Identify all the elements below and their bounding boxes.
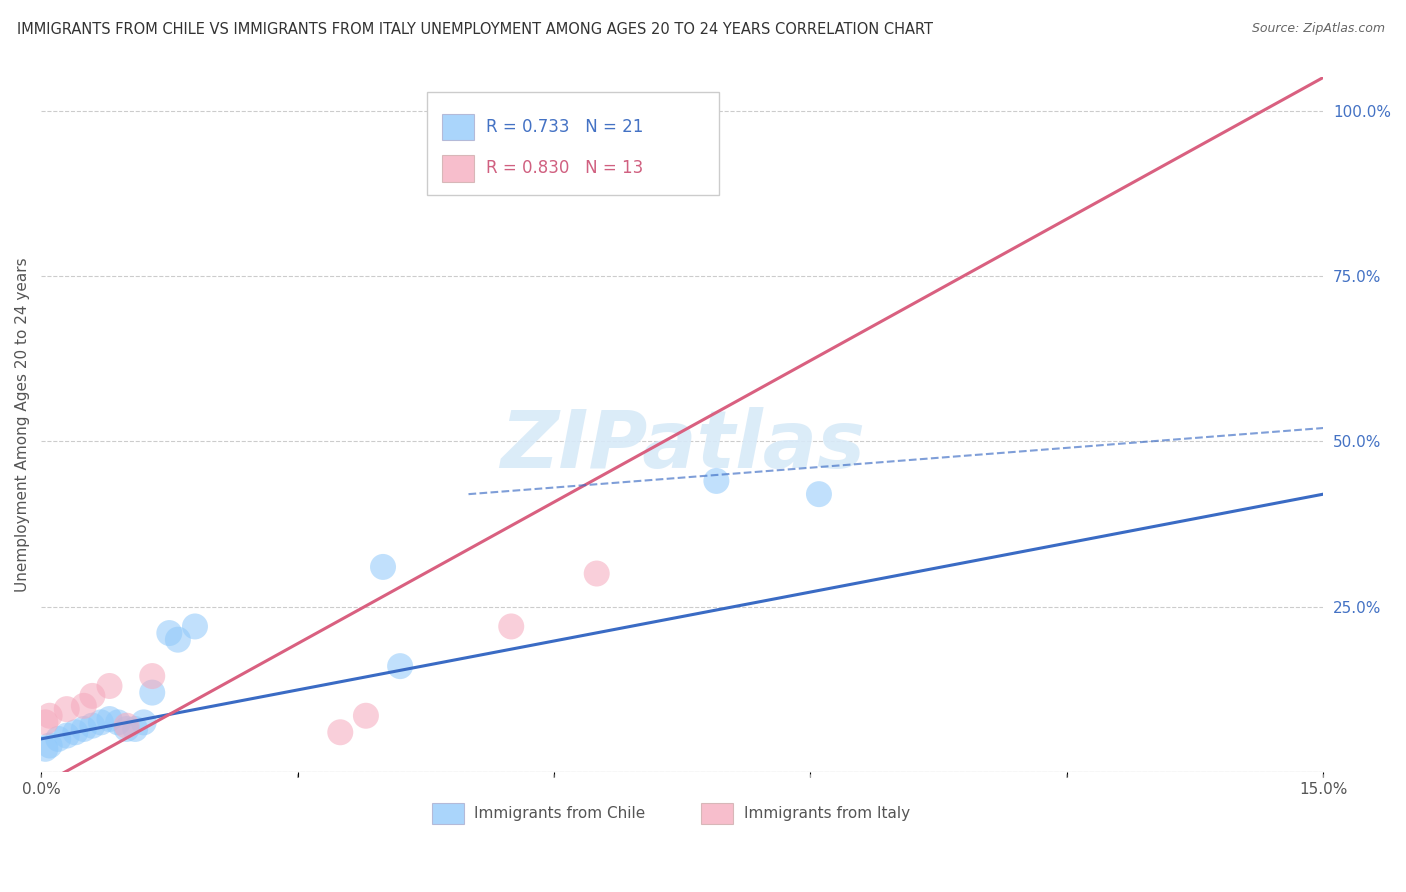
Point (184, 619, 207, 633)
FancyBboxPatch shape (702, 803, 734, 824)
Point (38, 739, 60, 753)
Point (107, 715, 129, 730)
Point (115, 722, 138, 736)
Text: Source: ZipAtlas.com: Source: ZipAtlas.com (1251, 22, 1385, 36)
Point (167, 632, 190, 647)
Point (82, 719, 104, 733)
Point (73, 722, 96, 736)
Text: R = 0.733   N = 21: R = 0.733 N = 21 (486, 118, 644, 136)
FancyBboxPatch shape (432, 803, 464, 824)
Point (73, 698, 96, 713)
Text: IMMIGRANTS FROM CHILE VS IMMIGRANTS FROM ITALY UNEMPLOYMENT AMONG AGES 20 TO 24 : IMMIGRANTS FROM CHILE VS IMMIGRANTS FROM… (17, 22, 932, 37)
Point (612, 136, 634, 151)
Text: R = 0.830   N = 13: R = 0.830 N = 13 (486, 160, 644, 178)
Point (115, 719, 138, 733)
Point (157, 626, 180, 640)
Point (90, 715, 112, 730)
Text: Immigrants from Italy: Immigrants from Italy (744, 806, 910, 822)
Point (141, 669, 163, 683)
Text: ZIPatlas: ZIPatlas (499, 407, 865, 484)
Point (98, 712, 121, 726)
Point (141, 685, 163, 699)
Point (329, 725, 352, 739)
FancyBboxPatch shape (443, 155, 474, 182)
Point (371, 560, 394, 574)
Point (354, 708, 377, 723)
Point (389, 659, 412, 673)
Point (501, 619, 523, 633)
Point (55, 729, 77, 743)
Point (132, 715, 155, 730)
FancyBboxPatch shape (443, 113, 474, 140)
Point (46, 731, 69, 746)
Point (55, 702, 77, 716)
FancyBboxPatch shape (427, 92, 720, 194)
Text: Immigrants from Chile: Immigrants from Chile (474, 806, 645, 822)
Point (34, 715, 56, 730)
Point (34, 741, 56, 756)
Point (124, 722, 146, 736)
Point (807, 487, 830, 501)
Point (38, 708, 60, 723)
Point (585, 566, 607, 581)
Y-axis label: Unemployment Among Ages 20 to 24 years: Unemployment Among Ages 20 to 24 years (15, 258, 30, 592)
Point (706, 474, 728, 488)
Point (65, 725, 87, 739)
Point (98, 679, 121, 693)
Point (82, 689, 104, 703)
